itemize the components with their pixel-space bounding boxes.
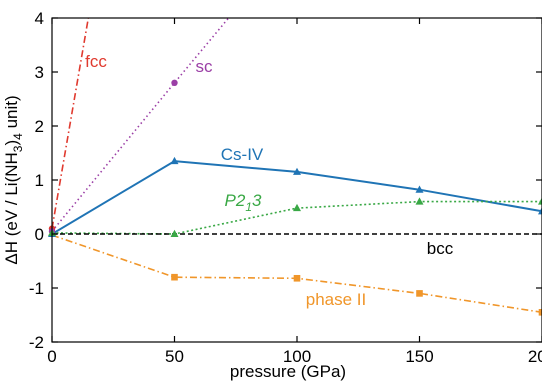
y-tick-label: -1: [29, 279, 44, 298]
series-label-bcc: bcc: [427, 239, 454, 258]
series-label-p2-3: P213: [225, 191, 262, 214]
data-point-p2-3: [538, 197, 542, 205]
series-label-fcc: fcc: [85, 52, 107, 71]
x-tick-label: 100: [283, 347, 311, 366]
series-label-sc: sc: [196, 57, 214, 76]
y-tick-label: 0: [35, 225, 44, 244]
annotation-layer: fcc sc Cs-IV P213 bcc phase II: [85, 52, 454, 309]
data-point-phase-ii: [416, 290, 423, 297]
series-line-fcc: [52, 18, 90, 229]
series-line-sc: [52, 18, 230, 232]
series-line-phase-ii: [52, 234, 542, 314]
data-point-p2-3: [293, 203, 301, 212]
data-point-p2-3: [415, 197, 424, 205]
data-point-cs-iv: [538, 207, 542, 215]
data-point-cs-iv: [415, 185, 424, 193]
series-layer: [52, 18, 542, 314]
y-tick-label: 2: [35, 117, 44, 136]
data-point-phase-ii: [538, 309, 542, 316]
y-tick-label: 1: [35, 171, 44, 190]
y-axis-label: ΔH (eV / Li(NH3)4 unit): [2, 95, 25, 264]
x-tick-label: 200: [528, 347, 542, 366]
y-tick-label: 4: [35, 9, 44, 28]
y-tick-label: -2: [29, 333, 44, 352]
x-tick-label: 50: [165, 347, 184, 366]
data-point-cs-iv: [293, 167, 301, 175]
series-label-phase-ii: phase II: [306, 290, 367, 309]
plot-frame: [51, 17, 542, 343]
y-tick-label: 3: [35, 63, 44, 82]
tick-layer: 0 50 100 150 200 -2 -1 0 1 2 3 4: [29, 9, 542, 366]
data-point-p2-3: [170, 229, 179, 237]
data-point-phase-ii: [293, 274, 301, 282]
series-label-cs-iv: Cs-IV: [221, 145, 264, 164]
x-axis-label: pressure (GPa): [230, 362, 346, 381]
x-tick-label: 0: [47, 347, 56, 366]
data-point-cs-iv: [170, 156, 179, 165]
data-point-sc: [171, 79, 178, 87]
x-tick-label: 150: [405, 347, 433, 366]
data-point-phase-ii: [171, 273, 178, 281]
